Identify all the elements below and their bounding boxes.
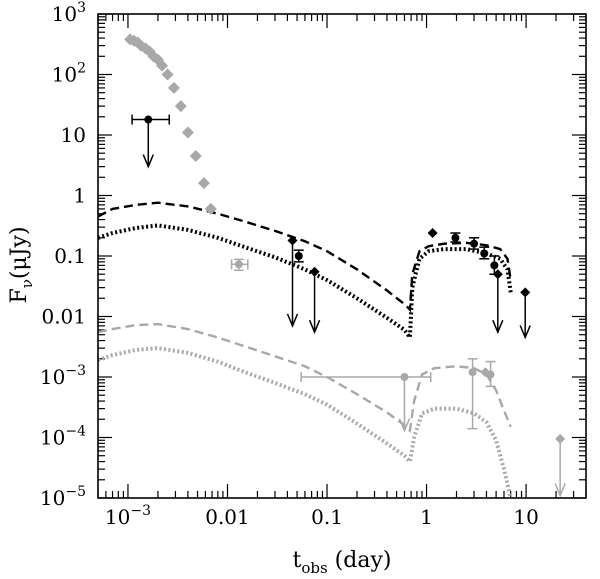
y-tick-label: 102 [52,61,86,87]
x-tick-label: 0.01 [205,505,250,529]
diamond-point [161,68,174,81]
diamond-point [174,100,187,113]
x-tick-label: 0.1 [311,505,343,529]
y-tick-label-base: 10 [40,365,65,389]
y-axis-title-rest: (μJy) [7,226,32,279]
x-axis-title-main: t [293,548,302,573]
x-axis-title-sub: obs [301,559,327,577]
circle-point [294,252,303,260]
diamond-point [427,227,438,238]
y-tick-label-exp: −3 [65,363,86,379]
upper-limit-arrowhead [286,313,299,328]
upper-limit-arrowhead [142,154,154,169]
upper-limit-arrowhead [308,319,321,335]
circle-point [468,368,477,377]
upper-limit-arrowhead [519,325,531,340]
x-tick-label-base: 0.01 [205,505,250,529]
y-tick-label-base: 10 [52,2,77,26]
diamond-point [181,126,194,139]
upper-limit-arrowhead [554,483,566,498]
x-tick-label-base: 0.1 [311,505,343,529]
y-tick-label-exp: −5 [65,484,86,500]
y-tick-label: 10−4 [40,424,86,450]
y-tick-label: 1 [73,184,86,208]
y-tick-label: 10−5 [40,484,86,510]
upper-limit-arrowhead [492,319,504,335]
y-tick-label-exp: −4 [65,424,86,440]
y-tick-label: 0.01 [41,305,86,329]
x-tick-label-base: 1 [420,505,433,529]
diamond-point [156,59,169,72]
y-tick-label-exp: 3 [77,0,86,16]
x-tick-label-exp: −3 [130,503,151,519]
black-upper-limits [142,119,531,340]
y-tick-label: 103 [52,0,86,26]
y-tick-label-exp: 2 [77,61,86,77]
y-tick-label: 10 [61,123,86,147]
plot-area [97,33,566,499]
upper-limit-arrowhead [398,418,411,433]
circle-point [490,261,499,270]
gray-detections [230,258,496,430]
diamond-point [197,177,210,190]
y-tick-label-base: 10 [40,486,65,510]
black-dotted-model [97,223,513,344]
black-dashed-model [97,201,512,313]
x-tick-label: 10 [513,505,538,529]
y-tick-label-base: 0.01 [41,305,86,329]
y-tick-label: 10−3 [40,363,86,389]
y-axis-title-main: F [7,288,32,303]
gray-dotted-model [97,346,513,499]
x-tick-label-base: 10 [513,505,538,529]
y-axis-title: Fν(μJy) [7,226,36,303]
circle-point [234,260,243,269]
black-dashed-model-line [97,201,512,313]
tick-marks [97,13,587,499]
black-detections [131,114,500,275]
diamond-point [480,367,491,378]
tick-labels: 10−3 0.01 0.1 1 1010−510−410−30.010.11101021… [40,0,539,529]
x-axis-title: tobs (day) [293,548,392,577]
diamond-point [189,149,202,162]
y-tick-label-base: 0.1 [54,244,86,268]
diamond-point [167,81,180,94]
diamond-point [204,202,217,215]
gray-dashed-model-line [97,322,512,434]
circle-point [480,249,489,258]
y-tick-label-base: 10 [52,63,77,87]
y-tick-label: 0.1 [54,244,86,268]
gray-diamonds-early [124,33,217,215]
circle-point [470,239,479,248]
x-axis-title-rest: (day) [328,548,392,573]
circle-point [451,233,460,242]
y-tick-label-base: 10 [61,123,86,147]
y-axis-title-sub: ν [18,279,36,288]
x-tick-label-base: 10 [105,505,130,529]
y-tick-label-base: 10 [40,426,65,450]
x-tick-label: 10−3 [105,503,151,529]
gray-dashed-model [97,322,512,434]
plot-frame [97,13,587,499]
y-tick-label-base: 1 [73,184,86,208]
gray-diamonds-late [480,367,566,444]
gray-upper-limits [398,377,566,498]
gray-dotted-model-line [97,346,513,499]
x-tick-label: 1 [420,505,433,529]
black-dotted-model-line [97,223,513,344]
